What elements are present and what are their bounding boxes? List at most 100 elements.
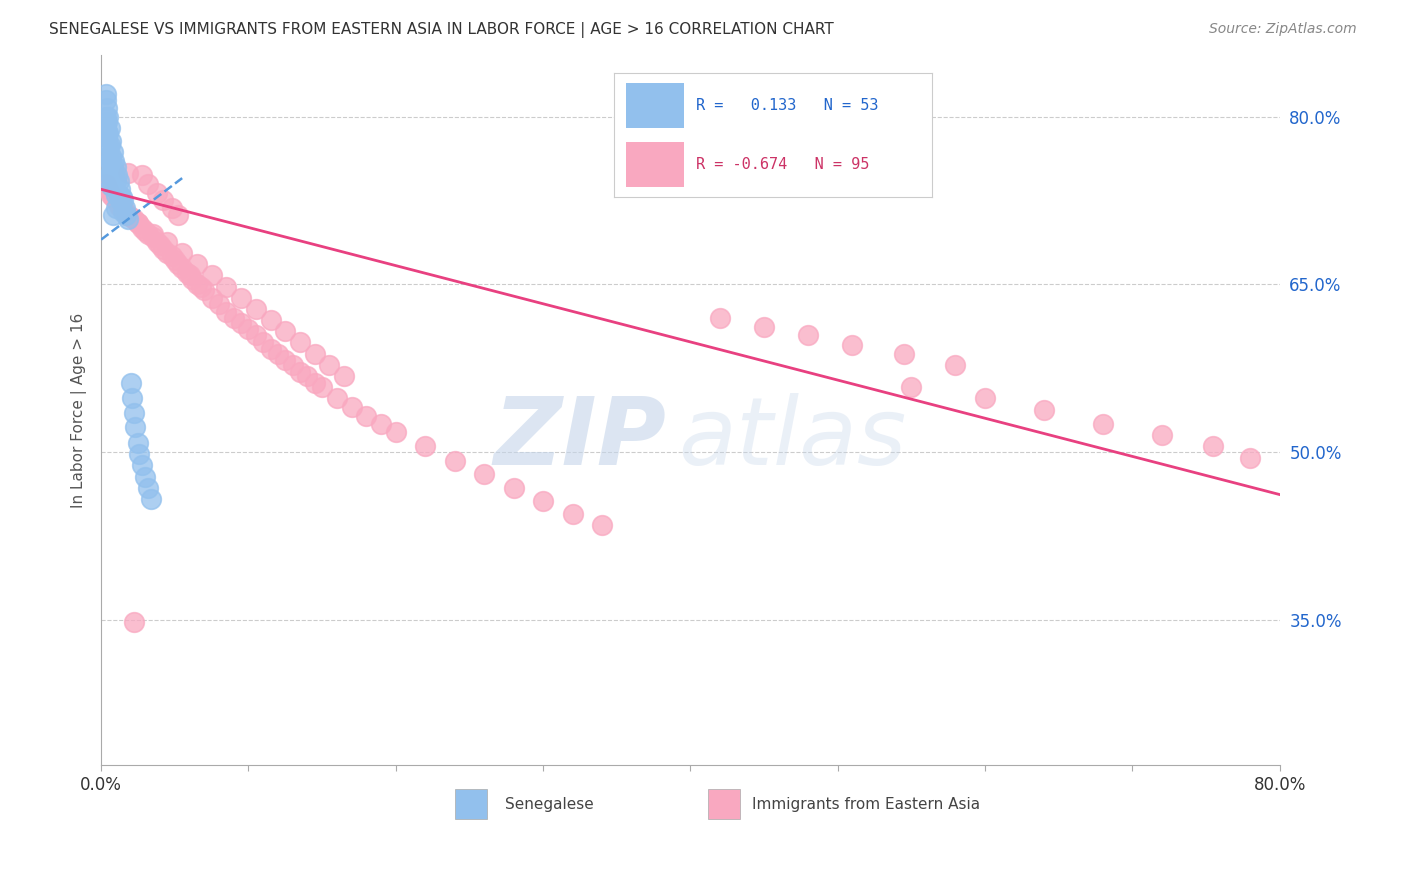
Point (98, 120, 121, 135)
Point (131, 168, 153, 182)
Point (1239, 450, 1261, 465)
Point (117, 208, 139, 222)
Point (134, 469, 156, 483)
Point (100, 149, 122, 163)
Point (974, 392, 997, 406)
Text: ZIP: ZIP (494, 392, 666, 484)
Point (100, 178, 122, 193)
Point (104, 187, 127, 202)
Point (117, 165, 139, 179)
Point (127, 436, 149, 450)
Point (252, 335, 274, 350)
Point (122, 615, 145, 629)
Point (900, 380, 922, 394)
Point (186, 277, 208, 292)
Text: Source: ZipAtlas.com: Source: ZipAtlas.com (1209, 22, 1357, 37)
Point (103, 154, 125, 169)
Point (94, 120, 117, 135)
Point (259, 342, 281, 356)
Point (112, 194, 135, 208)
Point (149, 238, 172, 252)
Point (100, 187, 122, 202)
Point (591, 517, 613, 532)
Point (98, 137, 121, 152)
Point (311, 380, 333, 394)
Point (229, 291, 252, 305)
Point (136, 481, 159, 495)
Point (186, 257, 208, 271)
Point (1150, 428, 1173, 442)
Point (190, 279, 212, 293)
Point (114, 204, 136, 219)
Point (326, 392, 349, 406)
Point (98, 154, 121, 169)
Point (160, 249, 183, 263)
Point (103, 168, 125, 182)
Point (101, 208, 124, 222)
Point (222, 310, 245, 325)
Y-axis label: In Labor Force | Age > 16: In Labor Force | Age > 16 (72, 312, 87, 508)
Point (201, 291, 224, 305)
Point (152, 194, 174, 208)
Point (179, 268, 201, 283)
Point (110, 182, 132, 196)
Point (120, 376, 142, 390)
Point (136, 177, 159, 191)
Point (120, 211, 142, 225)
Point (181, 271, 204, 285)
Point (443, 454, 465, 468)
Point (142, 227, 165, 241)
Point (156, 235, 179, 249)
Point (333, 369, 356, 384)
Point (131, 221, 153, 235)
Point (384, 425, 406, 439)
Point (117, 212, 139, 227)
Point (101, 145, 124, 160)
Point (110, 194, 132, 208)
Point (101, 190, 124, 204)
Point (128, 447, 150, 461)
Point (281, 358, 304, 372)
Point (172, 260, 194, 275)
Point (122, 406, 145, 420)
Point (172, 246, 194, 260)
Point (267, 346, 290, 360)
Point (208, 297, 231, 311)
Point (97, 110, 120, 124)
Point (97, 171, 120, 186)
Point (288, 335, 311, 350)
Point (111, 202, 134, 216)
Point (193, 283, 215, 297)
Point (131, 458, 153, 473)
Point (160, 202, 183, 216)
Point (893, 346, 915, 360)
Point (97, 182, 120, 196)
Point (752, 319, 775, 334)
Point (238, 322, 260, 336)
Point (152, 242, 174, 256)
Text: SENEGALESE VS IMMIGRANTS FROM EASTERN ASIA IN LABOR FORCE | AGE > 16 CORRELATION: SENEGALESE VS IMMIGRANTS FROM EASTERN AS… (49, 22, 834, 38)
Point (356, 409, 378, 424)
Point (104, 160, 127, 174)
Point (94, 110, 117, 124)
Point (215, 305, 238, 319)
Point (141, 491, 163, 506)
Point (259, 313, 281, 327)
Point (112, 202, 135, 216)
Text: atlas: atlas (679, 393, 907, 484)
Point (142, 230, 165, 244)
Point (201, 268, 224, 283)
Point (288, 365, 311, 379)
Point (304, 376, 326, 390)
Point (215, 279, 238, 293)
Point (98, 168, 121, 182)
Point (122, 212, 145, 227)
Point (156, 246, 179, 260)
Point (121, 392, 143, 406)
Point (531, 494, 554, 508)
Point (945, 358, 967, 372)
Point (146, 186, 169, 200)
Point (134, 224, 156, 238)
Point (100, 134, 122, 148)
Point (114, 202, 136, 216)
